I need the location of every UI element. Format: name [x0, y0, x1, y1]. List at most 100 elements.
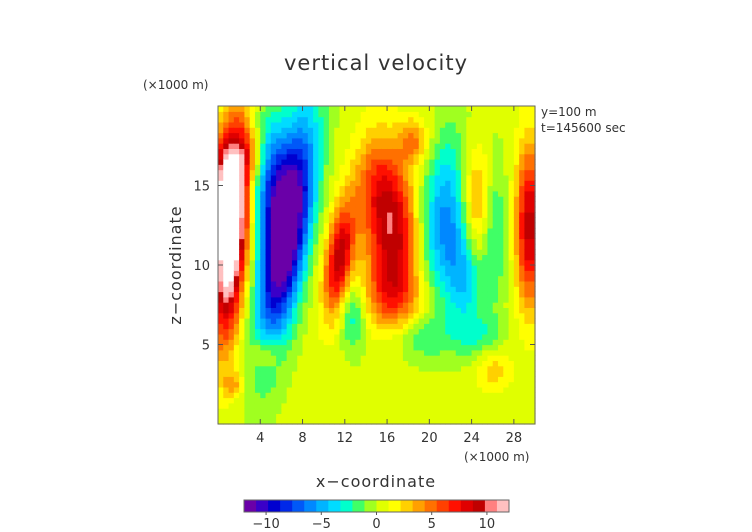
heatmap-cell: [461, 376, 467, 383]
heatmap-cell: [318, 286, 325, 293]
heatmap-cell: [297, 217, 304, 224]
heatmap-cell: [223, 286, 230, 293]
heatmap-cell: [439, 190, 446, 197]
heatmap-cell: [513, 286, 520, 293]
heatmap-cell: [492, 275, 499, 282]
heatmap-cell: [265, 227, 272, 234]
heatmap-cell: [281, 153, 288, 160]
heatmap-cell: [513, 143, 520, 149]
heatmap-cell: [260, 360, 267, 367]
heatmap-cell: [339, 106, 346, 112]
heatmap-cell: [397, 392, 404, 399]
heatmap-cell: [350, 185, 356, 192]
heatmap-cell: [508, 137, 515, 144]
heatmap-cell: [297, 392, 304, 399]
heatmap-cell: [439, 307, 446, 314]
heatmap-cell: [434, 212, 441, 218]
heatmap-cell: [487, 323, 494, 330]
heatmap-cell: [476, 312, 483, 319]
heatmap-cell: [334, 275, 341, 282]
heatmap-cell: [254, 344, 261, 351]
heatmap-cell: [387, 106, 393, 112]
heatmap-cell: [339, 159, 346, 165]
heatmap-cell: [529, 143, 536, 149]
heatmap-cell: [476, 233, 483, 240]
heatmap-cell: [355, 174, 362, 181]
heatmap-cell: [408, 116, 415, 123]
heatmap-cell: [371, 159, 378, 165]
heatmap-cell: [286, 222, 293, 229]
heatmap-cell: [260, 190, 267, 197]
heatmap-cell: [350, 196, 356, 202]
heatmap-cell: [360, 132, 367, 139]
heatmap-cell: [529, 418, 536, 425]
heatmap-cell: [371, 111, 378, 118]
heatmap-cell: [360, 159, 367, 165]
heatmap-cell: [228, 397, 235, 404]
heatmap-cell: [254, 386, 261, 393]
heatmap-cell: [482, 212, 489, 218]
heatmap-cell: [402, 169, 409, 176]
heatmap-cell: [313, 217, 319, 224]
heatmap-cell: [260, 174, 267, 181]
heatmap-cell: [397, 174, 404, 181]
heatmap-cell: [387, 296, 393, 303]
heatmap-cell: [254, 323, 261, 330]
heatmap-cell: [249, 121, 256, 128]
heatmap-cell: [429, 190, 436, 197]
heatmap-cell: [498, 174, 504, 181]
heatmap-cell: [344, 360, 351, 367]
heatmap-cell: [524, 249, 531, 255]
heatmap-cell: [434, 153, 441, 160]
heatmap-cell: [328, 270, 335, 277]
heatmap-cell: [323, 381, 330, 388]
heatmap-cell: [286, 169, 293, 176]
heatmap-cell: [508, 116, 515, 123]
heatmap-cell: [466, 280, 473, 287]
heatmap-cell: [323, 243, 330, 250]
heatmap-cell: [397, 132, 404, 139]
colorbar-axis: −10 −5 0 5 10: [252, 512, 495, 532]
heatmap-cell: [260, 376, 267, 383]
heatmap-cell: [418, 392, 425, 399]
heatmap-cell: [291, 286, 298, 293]
heatmap-cell: [244, 344, 251, 351]
heatmap-cell: [360, 196, 367, 202]
heatmap-cell: [503, 392, 510, 399]
heatmap-cell: [223, 355, 230, 361]
heatmap-cell: [328, 111, 335, 118]
heatmap-cell: [313, 413, 319, 420]
heatmap-cell: [365, 280, 372, 287]
heatmap-cell: [328, 201, 335, 208]
heatmap-cell: [286, 111, 293, 118]
heatmap-cell: [482, 153, 489, 160]
heatmap-cell: [429, 132, 436, 139]
heatmap-cell: [429, 381, 436, 388]
heatmap-cell: [233, 286, 240, 293]
heatmap-cell: [254, 402, 261, 409]
heatmap-cell: [365, 307, 372, 314]
heatmap-cell: [513, 318, 520, 324]
heatmap-cell: [492, 127, 499, 134]
heatmap-cell: [413, 418, 420, 425]
heatmap-cell: [455, 249, 462, 255]
heatmap-cell: [355, 217, 362, 224]
heatmap-cell: [461, 159, 467, 165]
heatmap-cell: [508, 376, 515, 383]
heatmap-cell: [365, 365, 372, 372]
heatmap-cell: [450, 174, 457, 181]
heatmap-cell: [334, 265, 341, 271]
heatmap-cell: [482, 185, 489, 192]
heatmap-cell: [524, 217, 531, 224]
heatmap-cell: [318, 413, 325, 420]
heatmap-cell: [270, 397, 277, 404]
heatmap-cell: [249, 402, 256, 409]
heatmap-cell: [297, 355, 304, 361]
heatmap-cell: [291, 190, 298, 197]
heatmap-cell: [519, 106, 526, 112]
heatmap-cell: [408, 371, 415, 377]
heatmap-cell: [355, 365, 362, 372]
heatmap-cell: [360, 397, 367, 404]
heatmap-cell: [281, 116, 288, 123]
heatmap-cell: [281, 164, 288, 171]
